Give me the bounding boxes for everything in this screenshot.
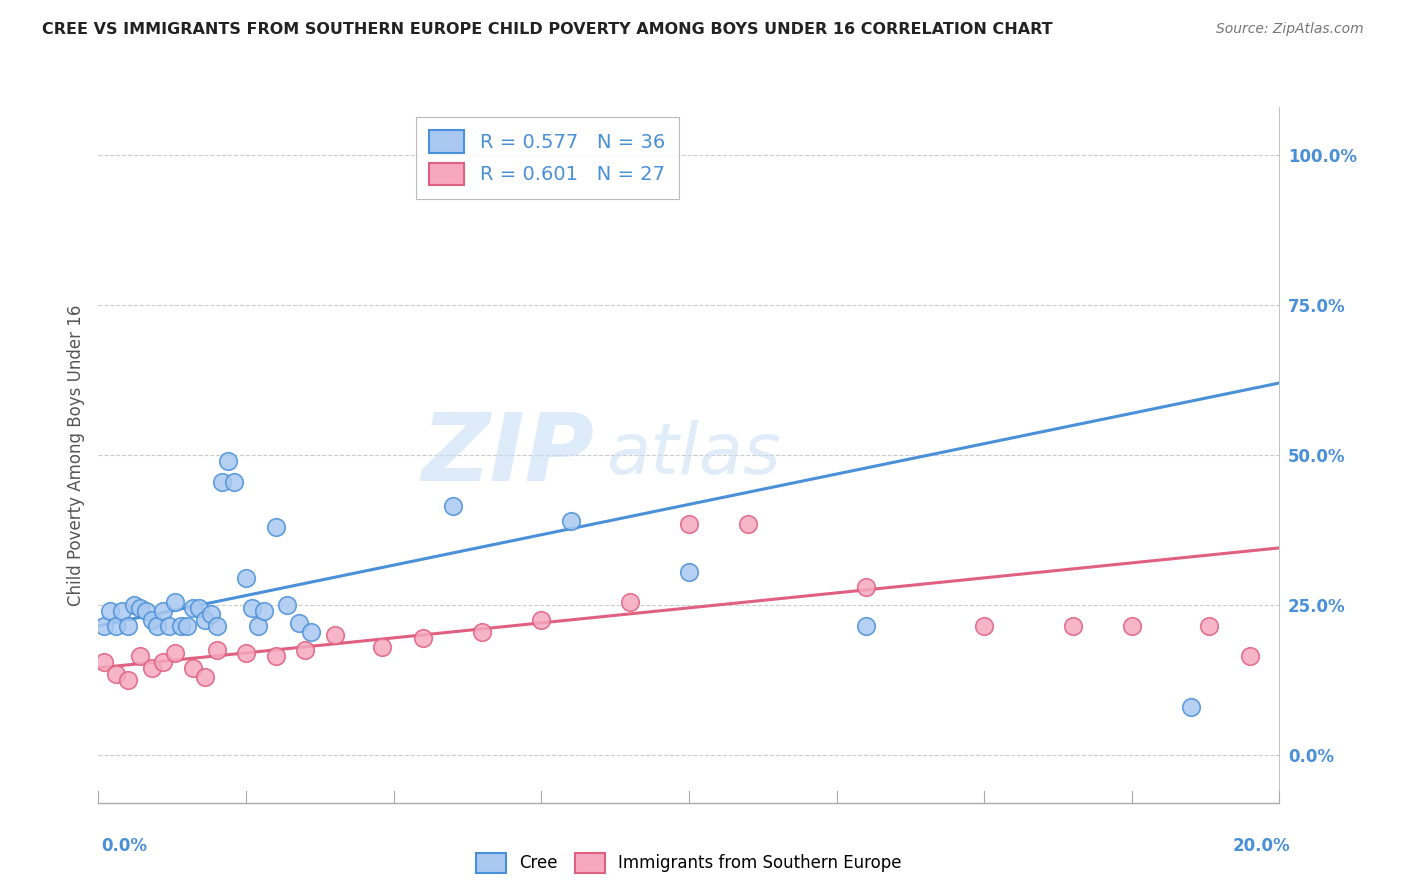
Point xyxy=(323,628,346,642)
Point xyxy=(441,499,464,513)
Point xyxy=(855,619,877,633)
Point xyxy=(176,619,198,633)
Point xyxy=(288,615,311,630)
Point xyxy=(93,619,115,633)
Point xyxy=(1121,619,1143,633)
Point xyxy=(235,646,257,660)
Point xyxy=(128,648,150,663)
Point xyxy=(211,475,233,489)
Point xyxy=(135,604,157,618)
Point xyxy=(170,619,193,633)
Point xyxy=(276,598,298,612)
Point xyxy=(181,661,204,675)
Point xyxy=(205,643,228,657)
Point xyxy=(93,655,115,669)
Text: 20.0%: 20.0% xyxy=(1233,837,1291,855)
Point xyxy=(194,613,217,627)
Point xyxy=(205,619,228,633)
Text: 0.0%: 0.0% xyxy=(101,837,148,855)
Point xyxy=(471,624,494,639)
Point xyxy=(530,613,553,627)
Point xyxy=(200,607,222,621)
Point xyxy=(194,670,217,684)
Point xyxy=(264,648,287,663)
Point xyxy=(299,624,322,639)
Point xyxy=(224,475,246,489)
Point xyxy=(128,600,150,615)
Point xyxy=(855,580,877,594)
Point xyxy=(165,646,187,660)
Point xyxy=(111,604,134,618)
Point xyxy=(678,565,700,579)
Text: CREE VS IMMIGRANTS FROM SOUTHERN EUROPE CHILD POVERTY AMONG BOYS UNDER 16 CORREL: CREE VS IMMIGRANTS FROM SOUTHERN EUROPE … xyxy=(42,22,1053,37)
Point xyxy=(412,631,434,645)
Point xyxy=(1198,619,1220,633)
Legend: Cree, Immigrants from Southern Europe: Cree, Immigrants from Southern Europe xyxy=(470,847,908,880)
Legend: R = 0.577   N = 36, R = 0.601   N = 27: R = 0.577 N = 36, R = 0.601 N = 27 xyxy=(416,117,679,199)
Text: atlas: atlas xyxy=(606,420,780,490)
Point xyxy=(560,514,582,528)
Point xyxy=(117,619,139,633)
Point xyxy=(1239,648,1261,663)
Point xyxy=(678,516,700,531)
Point xyxy=(187,600,209,615)
Point xyxy=(157,619,180,633)
Text: ZIP: ZIP xyxy=(422,409,595,501)
Point xyxy=(235,571,257,585)
Point xyxy=(619,595,641,609)
Point xyxy=(98,604,121,618)
Text: Source: ZipAtlas.com: Source: ZipAtlas.com xyxy=(1216,22,1364,37)
Point xyxy=(264,520,287,534)
Point xyxy=(122,598,145,612)
Point xyxy=(117,673,139,687)
Point xyxy=(152,655,174,669)
Point xyxy=(146,619,169,633)
Point xyxy=(152,604,174,618)
Point xyxy=(165,595,187,609)
Point xyxy=(246,619,269,633)
Point xyxy=(105,619,128,633)
Point xyxy=(1180,699,1202,714)
Point xyxy=(217,454,239,468)
Point xyxy=(294,643,316,657)
Y-axis label: Child Poverty Among Boys Under 16: Child Poverty Among Boys Under 16 xyxy=(66,304,84,606)
Point xyxy=(737,516,759,531)
Point xyxy=(973,619,995,633)
Point xyxy=(253,604,276,618)
Point xyxy=(141,613,163,627)
Point xyxy=(181,600,204,615)
Point xyxy=(371,640,394,654)
Point xyxy=(105,666,128,681)
Point xyxy=(240,600,263,615)
Point xyxy=(141,661,163,675)
Point xyxy=(1062,619,1084,633)
